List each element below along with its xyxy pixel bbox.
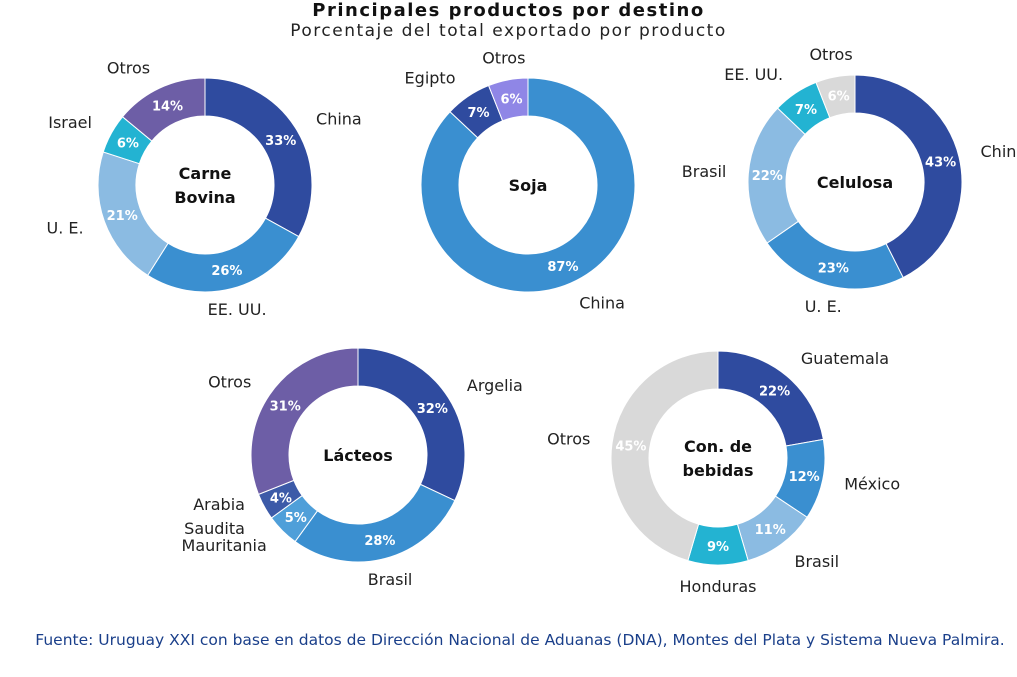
percent-label: 28% <box>364 534 395 549</box>
donut-slice <box>487 77 529 122</box>
percent-label: 12% <box>789 470 820 485</box>
product-name: Soja <box>509 176 548 195</box>
donut-slice <box>420 77 636 293</box>
percent-label: 32% <box>417 402 448 417</box>
category-label: Egipto <box>405 68 456 87</box>
category-label: China <box>316 109 362 128</box>
category-label: China <box>579 293 625 312</box>
category-label: Otros <box>107 58 150 77</box>
donut-slice <box>610 350 719 562</box>
percent-label: 7% <box>467 106 489 121</box>
donut-slice <box>294 483 456 563</box>
category-label: Otros <box>482 48 525 67</box>
percent-label: 21% <box>107 209 138 224</box>
product-name: Con. de bebidas <box>682 437 753 480</box>
donut-slice <box>815 74 856 119</box>
category-label: Brasil <box>794 552 839 571</box>
donut-slice <box>146 217 300 293</box>
donut-slice <box>854 74 963 279</box>
percent-label: 4% <box>270 491 292 506</box>
percent-label: 23% <box>818 261 849 276</box>
percent-label: 33% <box>265 134 296 149</box>
product-name: Lácteos <box>323 446 393 465</box>
category-label: Guatemala <box>801 349 889 368</box>
percent-label: 9% <box>707 540 729 555</box>
percent-label: 14% <box>152 99 183 114</box>
category-label: Brasil <box>368 570 413 589</box>
percent-label: 6% <box>500 93 522 108</box>
category-label: Brasil <box>682 162 727 181</box>
donut-chart: 22% Guatemala 12% México 11% Brasil 9% Honduras… <box>547 349 900 596</box>
percent-label: 26% <box>211 264 242 279</box>
donut-slice <box>121 77 206 142</box>
chart-title: Principales productos por destino <box>312 0 705 21</box>
percent-label: 6% <box>828 90 850 105</box>
donut-chart: 43% China 23% U. E. 22% Brasil 7% EE. UU. 6% Otro… <box>682 45 1017 316</box>
donut-chart: 87% China 7% Egipto 6% Otros Soja <box>405 48 636 312</box>
percent-label: 31% <box>270 400 301 415</box>
category-label: Otros <box>547 430 590 449</box>
category-label: Otros <box>208 372 251 391</box>
category-label: China <box>981 142 1017 161</box>
donut-slice <box>204 77 313 238</box>
category-label: Israel <box>48 113 92 132</box>
source-note: Fuente: Uruguay XXI con base en datos de… <box>35 631 1005 649</box>
product-name: Carne Bovina <box>174 164 235 207</box>
category-label: Honduras <box>680 577 757 596</box>
percent-label: 87% <box>547 260 578 275</box>
category-label: Argelia <box>467 376 523 395</box>
category-label: México <box>844 474 900 493</box>
donut-slice <box>250 347 359 496</box>
percent-label: 43% <box>925 156 956 171</box>
donut-chart: 32% Argelia 28% Brasil 5% Mauritania 4% Arabia S… <box>182 347 523 589</box>
category-label: Otros <box>809 45 852 64</box>
category-label: EE. UU. <box>208 300 267 319</box>
percent-label: 22% <box>759 385 790 400</box>
donut-chart: 33% China 26% EE. UU. 21% U. E. 6% Israel 14% Otr… <box>47 58 362 319</box>
category-label: EE. UU. <box>724 65 783 84</box>
category-label: Arabia Saudita <box>184 495 245 538</box>
percent-label: 7% <box>795 103 817 118</box>
percent-label: 11% <box>755 523 786 538</box>
percent-label: 22% <box>752 169 783 184</box>
donut-slice <box>766 220 904 290</box>
chart-subtitle: Porcentaje del total exportado por produ… <box>290 21 727 41</box>
category-label: U. E. <box>805 297 842 316</box>
category-label: Mauritania <box>182 536 267 555</box>
donut-slice <box>357 347 466 502</box>
percent-label: 6% <box>117 137 139 152</box>
percent-label: 5% <box>285 511 307 526</box>
product-name: Celulosa <box>817 173 893 192</box>
percent-label: 45% <box>615 439 646 454</box>
category-label: U. E. <box>47 219 84 238</box>
